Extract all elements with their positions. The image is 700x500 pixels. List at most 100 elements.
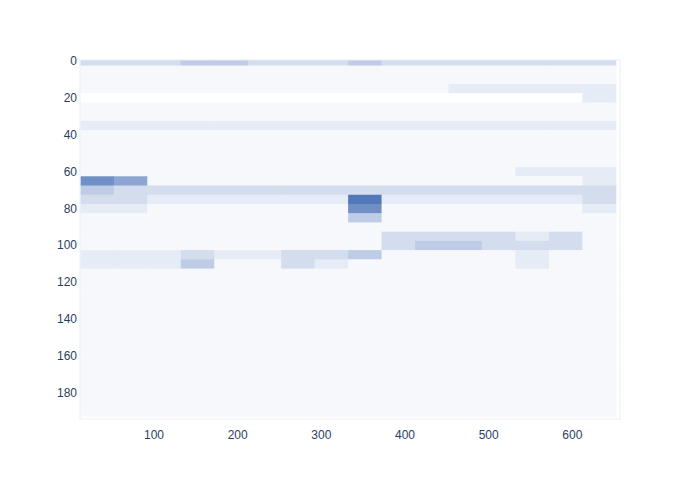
heatmap-cell: [315, 167, 349, 177]
heatmap-cell: [415, 130, 449, 140]
heatmap-cell: [348, 278, 382, 288]
heatmap-cell: [248, 186, 282, 196]
heatmap-cell: [181, 352, 215, 362]
heatmap-cell: [348, 139, 382, 149]
heatmap-cell: [214, 232, 248, 242]
heatmap-cell: [449, 370, 483, 380]
heatmap-cell: [415, 342, 449, 352]
heatmap-cell: [549, 130, 583, 140]
heatmap-cell: [415, 222, 449, 232]
heatmap-cell: [549, 139, 583, 149]
heatmap-cell: [549, 398, 583, 408]
heatmap-cell: [382, 241, 416, 251]
heatmap-cell: [415, 93, 449, 103]
heatmap-cell: [382, 250, 416, 260]
heatmap-cell: [348, 75, 382, 85]
heatmap-cell: [248, 66, 282, 76]
heatmap-cell: [348, 102, 382, 112]
heatmap-cell: [449, 158, 483, 168]
heatmap-cell: [281, 222, 315, 232]
heatmap-cell: [515, 102, 549, 112]
heatmap-cell: [449, 204, 483, 214]
heatmap-cell: [348, 158, 382, 168]
heatmap-cell: [482, 259, 516, 269]
heatmap-cell: [114, 324, 148, 334]
heatmap-cell: [248, 93, 282, 103]
heatmap-cell: [449, 389, 483, 399]
heatmap-cell: [582, 342, 616, 352]
heatmap-cell: [348, 167, 382, 177]
heatmap-cell: [549, 407, 583, 417]
heatmap-cell: [549, 66, 583, 76]
heatmap-cell: [549, 370, 583, 380]
heatmap-cell: [214, 315, 248, 325]
heatmap-cell: [348, 315, 382, 325]
heatmap-cell: [114, 342, 148, 352]
heatmap-cell: [248, 130, 282, 140]
heatmap-cell: [181, 158, 215, 168]
heatmap-cell: [181, 60, 215, 66]
heatmap-cell: [181, 75, 215, 85]
heatmap-cell: [549, 342, 583, 352]
x-tick-label: 300: [311, 428, 331, 442]
heatmap-cell: [515, 130, 549, 140]
heatmap-cell: [214, 407, 248, 417]
heatmap-cell: [515, 66, 549, 76]
heatmap-cell: [348, 361, 382, 371]
heatmap-cell: [415, 259, 449, 269]
heatmap-cell: [449, 195, 483, 205]
heatmap-cell: [248, 195, 282, 205]
y-tick-label: 100: [57, 238, 77, 252]
heatmap-cell: [515, 241, 549, 251]
heatmap-cell: [515, 204, 549, 214]
heatmap-cell: [415, 112, 449, 122]
heatmap-cell: [181, 130, 215, 140]
heatmap-cell: [582, 269, 616, 279]
heatmap-cell: [515, 167, 549, 177]
y-tick-label: 180: [57, 386, 77, 400]
heatmap-cell: [348, 176, 382, 186]
heatmap-cell: [181, 186, 215, 196]
heatmap-cell: [515, 315, 549, 325]
heatmap-cell: [582, 102, 616, 112]
heatmap-cell: [415, 352, 449, 362]
heatmap-cell: [147, 75, 181, 85]
heatmap-cell: [415, 84, 449, 94]
heatmap-cell: [147, 84, 181, 94]
heatmap-cell: [181, 213, 215, 223]
heatmap-cell: [382, 75, 416, 85]
heatmap-cell: [248, 296, 282, 306]
heatmap-cell: [214, 149, 248, 159]
heatmap-cell: [80, 232, 114, 242]
heatmap-cell: [582, 305, 616, 315]
heatmap-cell: [147, 176, 181, 186]
heatmap-cell: [281, 370, 315, 380]
heatmap-cell: [281, 250, 315, 260]
heatmap-cell: [582, 324, 616, 334]
heatmap-cell: [582, 259, 616, 269]
heatmap-cell: [415, 102, 449, 112]
heatmap-cell: [482, 93, 516, 103]
heatmap-cell: [281, 315, 315, 325]
heatmap-cell: [248, 241, 282, 251]
heatmap-cell: [114, 407, 148, 417]
heatmap-cell: [382, 213, 416, 223]
heatmap-cell: [315, 259, 349, 269]
heatmap-cell: [348, 241, 382, 251]
heatmap-cell: [181, 102, 215, 112]
heatmap-cell: [482, 213, 516, 223]
heatmap-cell: [449, 112, 483, 122]
heatmap-cell: [281, 204, 315, 214]
heatmap-cell: [281, 398, 315, 408]
heatmap-cell: [147, 398, 181, 408]
heatmap-cell: [382, 139, 416, 149]
heatmap-cell: [181, 278, 215, 288]
heatmap-cell: [382, 352, 416, 362]
heatmap-cell: [415, 139, 449, 149]
heatmap-cell: [114, 139, 148, 149]
heatmap-cell: [382, 305, 416, 315]
heatmap-cell: [181, 112, 215, 122]
heatmap-cell: [515, 222, 549, 232]
heatmap-cell: [114, 389, 148, 399]
heatmap-cell: [214, 278, 248, 288]
